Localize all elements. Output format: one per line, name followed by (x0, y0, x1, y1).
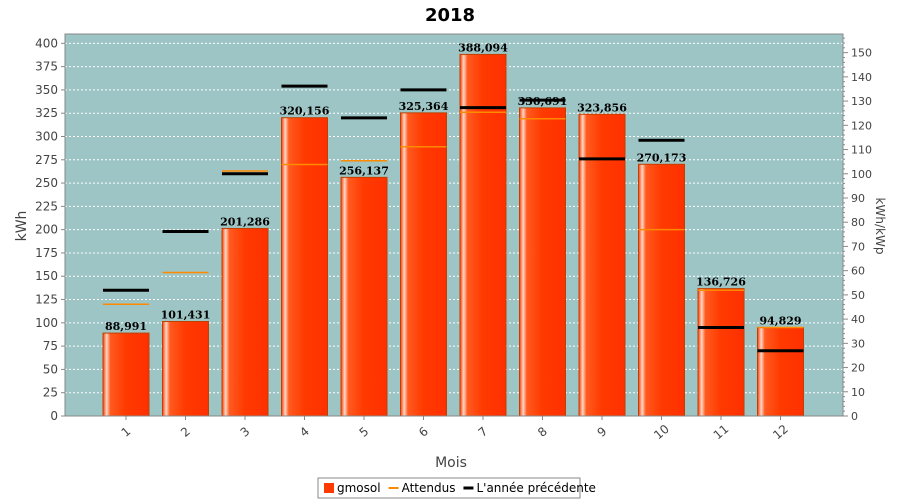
bar-value-label: 388,094 (458, 41, 508, 54)
legend-label: Attendus (402, 481, 456, 495)
y2-tick-label: 30 (851, 337, 865, 350)
y2-tick-label: 0 (851, 410, 858, 423)
y-tick-label: 175 (35, 246, 58, 260)
bar-value-label: 320,156 (280, 105, 330, 118)
y-tick-label: 50 (43, 362, 58, 376)
y2-tick-label: 130 (851, 95, 872, 108)
legend: gmosol Attendus L'année précédente (317, 477, 596, 499)
y2-tick-label: 40 (851, 313, 865, 326)
x-tick-label: 2 (178, 424, 193, 440)
y-tick-label: 325 (35, 106, 58, 120)
y2-tick-label: 150 (851, 47, 872, 60)
y-tick-label: 250 (35, 176, 58, 190)
x-tick-label: 3 (238, 424, 253, 440)
bar-value-label: 94,829 (759, 315, 801, 328)
y2-tick-label: 80 (851, 216, 865, 229)
y2-tick-label: 100 (851, 168, 872, 181)
bar-value-label: 323,856 (577, 101, 627, 114)
bar-value-label: 270,173 (637, 151, 687, 164)
bar (221, 227, 269, 417)
y2-tick-label: 70 (851, 240, 865, 253)
x-tick-label: 7 (476, 424, 491, 440)
y-tick-label: 200 (35, 223, 58, 237)
y-tick-label: 125 (35, 293, 58, 307)
bar-value-label: 256,137 (339, 164, 389, 177)
x-tick-label: 8 (535, 424, 550, 440)
y2-axis: 0 10 20 30 40 50 60 70 80 90 100 110 120 130 140 150 (842, 34, 872, 423)
y-tick-label: 225 (35, 199, 58, 213)
y-tick-label: 375 (35, 60, 58, 74)
x-tick-label: 10 (651, 422, 672, 443)
chart-title: 2018 (425, 5, 475, 26)
y2-tick-label: 50 (851, 289, 865, 302)
legend-label: L'année précédente (476, 481, 595, 495)
bar (281, 117, 328, 417)
x-tick-label: 6 (416, 424, 431, 440)
bar-value-label: 325,364 (399, 100, 449, 113)
y-tick-label: 100 (35, 316, 58, 330)
y-tick-label: 300 (35, 129, 58, 143)
y-tick-label: 275 (35, 153, 58, 167)
legend-box (317, 477, 581, 499)
data-labels: 88,991 101,431 201,286 320,156 256,137 325,36… (105, 41, 802, 333)
bar (102, 332, 150, 417)
bar (578, 113, 626, 417)
y2-tick-label: 90 (851, 192, 865, 205)
y-tick-label: 350 (35, 83, 58, 97)
y-tick-label: 0 (50, 409, 58, 423)
y2-tick-label: 110 (851, 144, 872, 157)
y-tick-label: 75 (43, 339, 58, 353)
y2-tick-label: 10 (851, 386, 865, 399)
y-tick-label: 25 (43, 386, 58, 400)
x-tick-label: 1 (119, 424, 134, 440)
bar (340, 176, 388, 417)
bar (757, 327, 804, 417)
x-tick-label: 9 (595, 424, 610, 440)
bar-value-label: 136,726 (696, 276, 746, 289)
x-axis-title: Mois (435, 455, 467, 471)
y2-tick-label: 60 (851, 265, 865, 278)
y2-tick-label: 140 (851, 71, 872, 84)
y-tick-label: 400 (35, 36, 58, 50)
y2-tick-label: 20 (851, 362, 865, 375)
x-tick-label: 12 (770, 422, 791, 443)
bar-value-label: 330,691 (518, 95, 568, 108)
legend-label: gmosol (337, 481, 381, 495)
y-axis: 0 25 50 75 100 125 150 175 200 225 250 275 300 325 350… (35, 34, 66, 423)
y-tick-label: 150 (35, 269, 58, 283)
bar (519, 107, 566, 417)
y2-axis-title: kWh/kWp (873, 198, 887, 255)
x-tick-label: 4 (297, 424, 312, 440)
y-axis-title: kWh (14, 211, 30, 242)
legend-swatch-bar (324, 483, 334, 493)
bars (102, 53, 804, 417)
x-tick-label: 11 (711, 422, 732, 443)
bar (638, 163, 685, 417)
bar-value-label: 201,286 (220, 215, 270, 228)
bar (697, 288, 745, 417)
bar (400, 112, 447, 417)
x-axis: 1 2 3 4 5 6 7 8 9 10 11 12 (65, 415, 843, 443)
y2-tick-label: 120 (851, 119, 872, 132)
bar-value-label: 101,431 (161, 308, 211, 321)
bar-value-label: 88,991 (105, 320, 147, 333)
markers (103, 84, 804, 353)
x-tick-label: 5 (357, 424, 372, 440)
bar (162, 320, 209, 417)
